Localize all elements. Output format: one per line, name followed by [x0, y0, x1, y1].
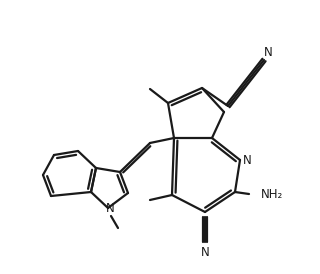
- Text: N: N: [106, 202, 114, 215]
- Text: N: N: [264, 45, 272, 59]
- Text: N: N: [243, 153, 252, 167]
- Text: NH₂: NH₂: [261, 187, 283, 201]
- Text: N: N: [201, 246, 209, 258]
